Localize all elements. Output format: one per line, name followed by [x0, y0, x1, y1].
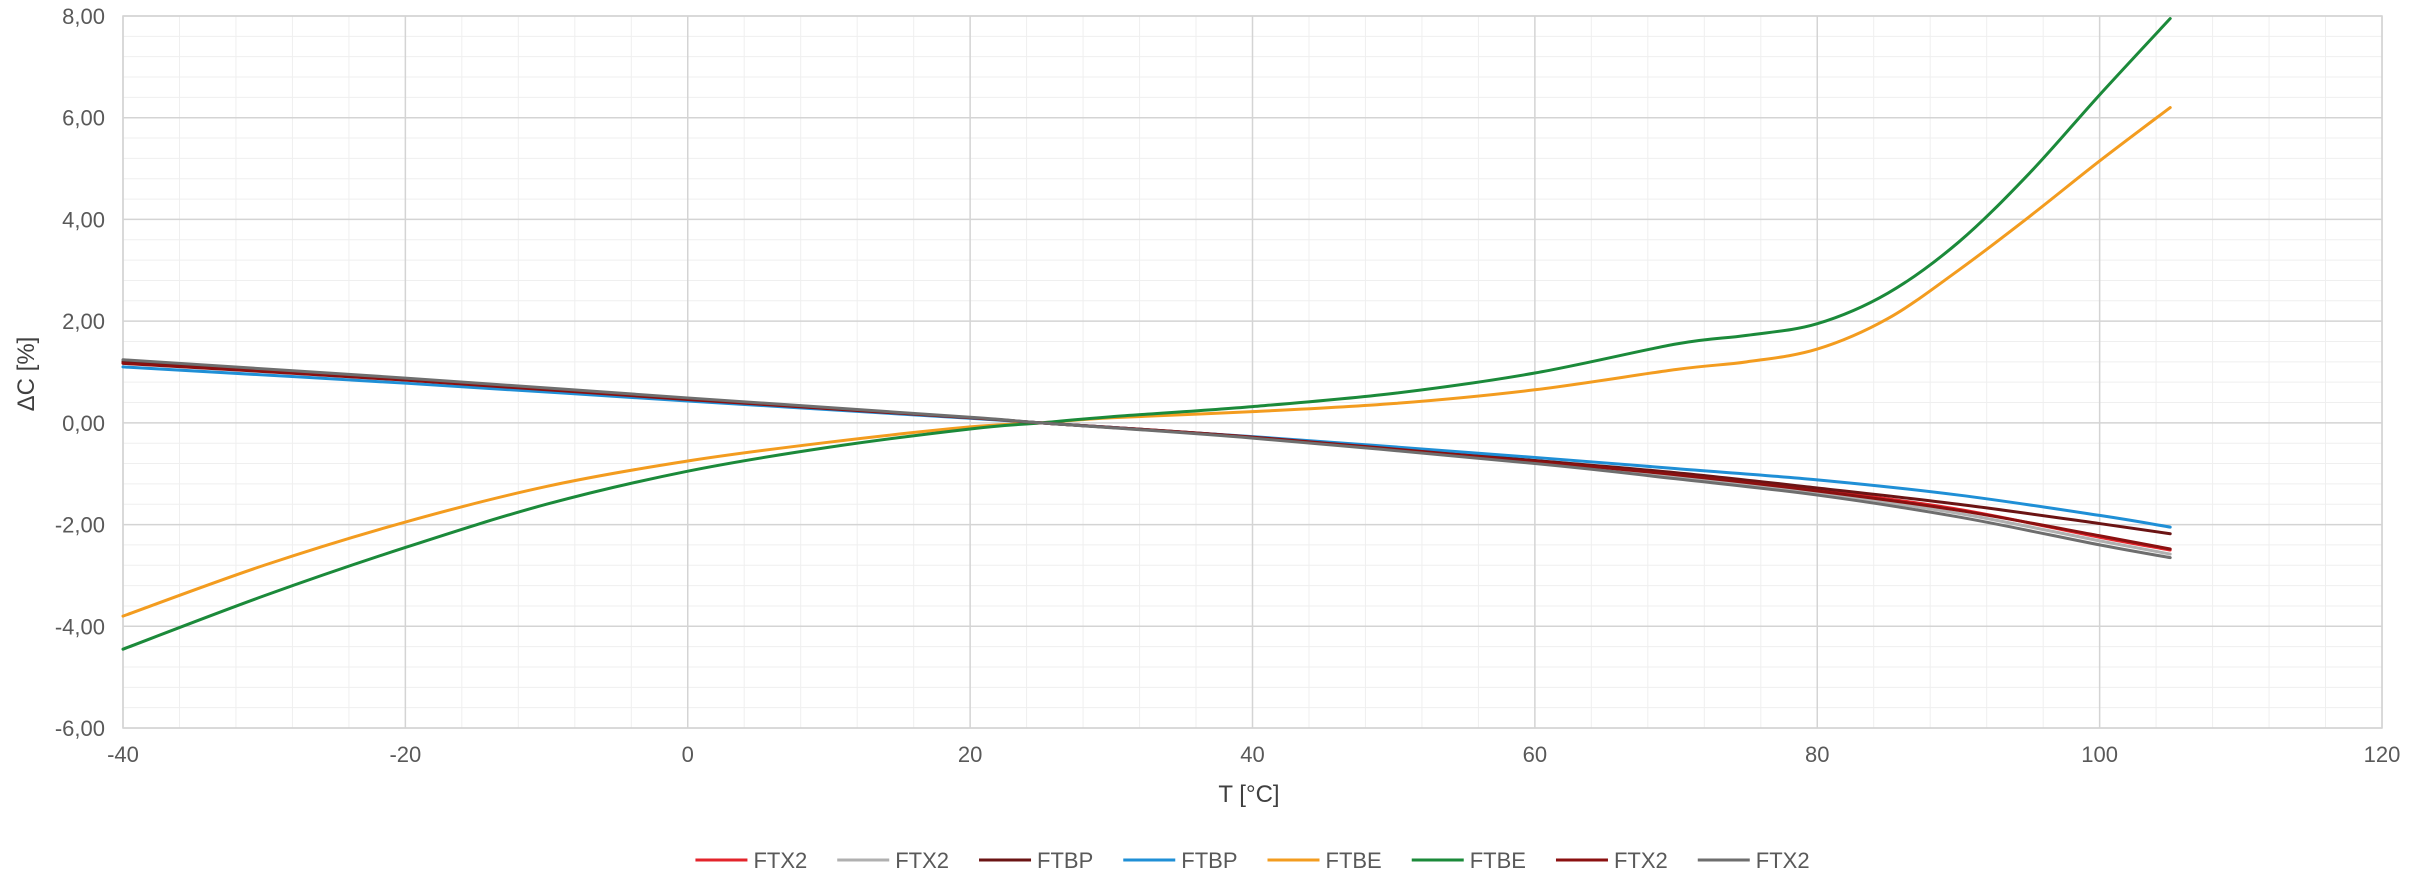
y-tick-label: 8,00 [62, 4, 105, 29]
series-layer [121, 17, 2172, 651]
y-axis-tick-labels: -6,00 -4,00 -2,00 0,00 2,00 4,00 6,00 8,00 [55, 4, 105, 741]
legend-item-1: FTX2 [695, 848, 807, 872]
y-tick-label: 6,00 [62, 106, 105, 131]
legend-item-2: FTX2 [837, 848, 949, 872]
legend-label: FTBE [1470, 848, 1526, 872]
legend-label: FTX2 [895, 848, 949, 872]
legend-label: FTX2 [753, 848, 807, 872]
series-line-4 [121, 365, 2172, 529]
x-tick-label: 40 [1240, 742, 1264, 767]
series-line-3 [121, 360, 2172, 536]
plot-area-border [122, 15, 2383, 729]
legend-item-6: FTBE [1411, 848, 1526, 872]
legend-item-8: FTX2 [1697, 848, 1810, 872]
x-tick-label: 100 [2081, 742, 2118, 767]
legend: FTX2 FTX2 FTBP FTBP FTBE FTBE FTX2 FTX2 [695, 848, 1810, 872]
series-line-1 [121, 361, 2172, 552]
series-line-7 [121, 361, 2172, 551]
legend-label: FTBP [1181, 848, 1237, 872]
legend-label: FTBP [1037, 848, 1093, 872]
y-axis-title: ΔC [%] [13, 337, 40, 412]
legend-item-7: FTX2 [1555, 848, 1668, 872]
x-tick-label: 20 [958, 742, 982, 767]
x-axis-tick-labels: -40 -20 0 20 40 60 80 100 120 [107, 742, 2400, 767]
series-line-8 [121, 358, 2172, 560]
y-tick-label: 0,00 [62, 411, 105, 436]
legend-item-3: FTBP [979, 848, 1093, 872]
x-tick-label: 60 [1523, 742, 1547, 767]
legend-item-5: FTBE [1267, 848, 1382, 872]
y-tick-label: -4,00 [55, 614, 105, 639]
x-tick-label: 120 [2364, 742, 2401, 767]
legend-label: FTX2 [1614, 848, 1668, 872]
x-tick-label: -20 [389, 742, 421, 767]
y-tick-label: 4,00 [62, 207, 105, 232]
x-axis-title: T [°C] [1218, 781, 1279, 808]
legend-label: FTX2 [1756, 848, 1810, 872]
x-tick-label: 80 [1805, 742, 1829, 767]
legend-item-4: FTBP [1123, 848, 1238, 872]
y-tick-label: -2,00 [55, 513, 105, 538]
y-tick-label: -6,00 [55, 716, 105, 741]
legend-label: FTBE [1326, 848, 1382, 872]
x-tick-label: -40 [107, 742, 139, 767]
y-tick-label: 2,00 [62, 309, 105, 334]
x-tick-label: 0 [682, 742, 694, 767]
series-line-6 [121, 17, 2172, 651]
series-line-5 [121, 106, 2172, 618]
